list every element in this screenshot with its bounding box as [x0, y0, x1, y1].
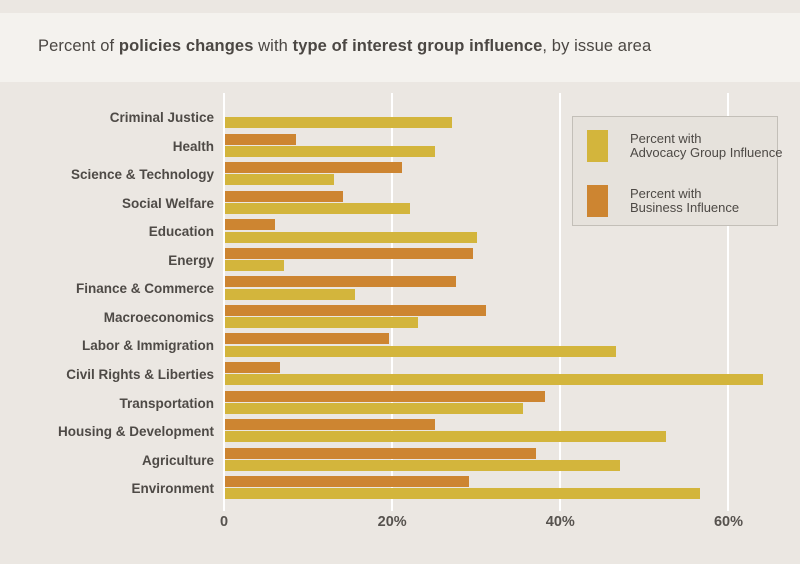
gridline: [223, 93, 225, 511]
bar-business: [225, 247, 474, 259]
bar-advocacy: [225, 459, 621, 471]
bar-advocacy: [225, 345, 616, 357]
x-axis-tick-label: 40%: [545, 514, 575, 530]
category-label: Agriculture: [141, 452, 214, 468]
category-label: Education: [148, 224, 214, 240]
x-axis-tick-label: 60%: [713, 514, 743, 530]
business-swatch: [587, 185, 608, 217]
category-label: Macroeconomics: [103, 309, 214, 325]
legend-label-line: Percent with: [630, 131, 702, 146]
legend-item-business: Percent with Business Influence: [587, 185, 739, 217]
legend-item-advocacy: Percent with Advocacy Group Influence: [587, 130, 782, 162]
gridline: [391, 93, 394, 511]
bar-advocacy: [225, 374, 764, 386]
bar-advocacy: [225, 288, 356, 300]
bar-advocacy: [225, 431, 667, 443]
bar-business: [225, 304, 486, 316]
bar-advocacy: [225, 145, 436, 157]
bar-advocacy: [225, 231, 478, 243]
advocacy-swatch: [587, 130, 608, 162]
x-axis-tick-label: 0: [219, 514, 229, 530]
category-label: Environment: [131, 481, 214, 497]
title-part-bold: type of interest group influence: [292, 37, 543, 55]
bar-business: [225, 476, 469, 488]
title-band: Percent of policies changes with type of…: [0, 13, 800, 82]
category-label: Health: [172, 138, 214, 154]
category-label: Housing & Development: [57, 424, 214, 440]
bar-advocacy: [225, 174, 335, 186]
bar-business: [225, 190, 343, 202]
category-label: Labor & Immigration: [81, 338, 214, 354]
bar-advocacy: [225, 202, 410, 214]
gridline: [559, 93, 562, 511]
category-label: Social Welfare: [121, 195, 214, 211]
category-label: Civil Rights & Liberties: [66, 366, 214, 382]
gridline: [727, 93, 730, 511]
bar-business: [225, 133, 297, 145]
legend-label-business: Percent with Business Influence: [630, 185, 739, 217]
legend-label-line: Business Influence: [630, 199, 740, 215]
title-part: with: [253, 37, 293, 55]
bar-advocacy: [225, 488, 701, 500]
legend: Percent with Advocacy Group Influence Pe…: [572, 116, 782, 226]
title-part: Percent of: [38, 37, 119, 55]
bar-business: [225, 390, 545, 402]
legend-label-line: Advocacy Group Influence: [630, 144, 783, 160]
bar-business: [225, 447, 537, 459]
bar-business: [225, 276, 457, 288]
bar-advocacy: [225, 117, 453, 129]
title-part: , by issue area: [542, 37, 652, 55]
bar-business: [225, 219, 276, 231]
legend-label-advocacy: Percent with Advocacy Group Influence: [630, 130, 782, 162]
bar-advocacy: [225, 260, 284, 272]
bar-business: [225, 162, 402, 174]
bar-business: [225, 333, 389, 345]
bar-advocacy: [225, 402, 524, 414]
bar-business: [225, 361, 280, 373]
bar-business: [225, 419, 436, 431]
category-label: Science & Technology: [70, 167, 214, 183]
category-label: Criminal Justice: [109, 110, 214, 125]
x-axis-tick-label: 20%: [377, 514, 407, 530]
title-part-bold: policies changes: [118, 37, 254, 55]
legend-label-line: Percent with: [630, 186, 702, 201]
category-label: Energy: [168, 252, 214, 268]
bar-advocacy: [225, 317, 419, 329]
category-label: Finance & Commerce: [75, 281, 214, 297]
category-label: Transportation: [119, 395, 214, 411]
page-title: Percent of policies changes with type of…: [38, 37, 651, 56]
